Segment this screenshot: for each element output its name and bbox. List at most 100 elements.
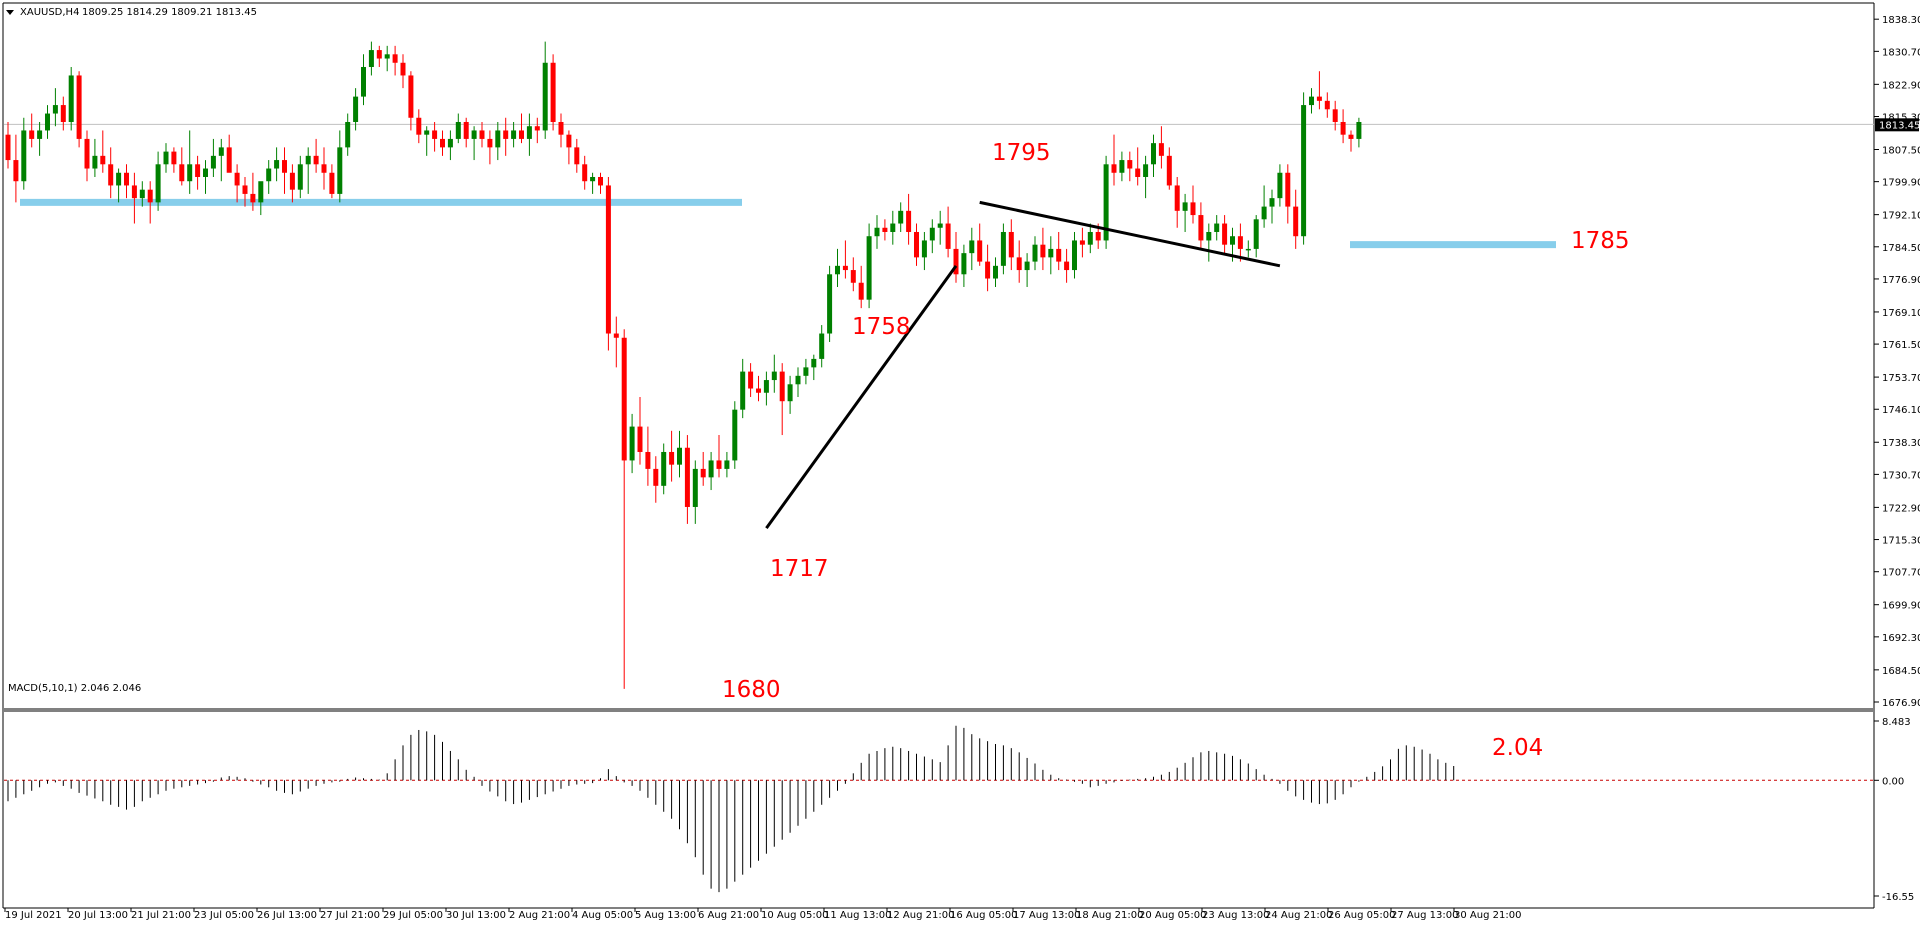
- candle: [242, 176, 248, 207]
- candle: [1087, 223, 1093, 254]
- candle: [195, 155, 201, 190]
- candle-body: [13, 160, 19, 182]
- candle: [416, 109, 422, 144]
- candle-body: [1024, 261, 1030, 271]
- candle: [218, 138, 224, 182]
- candle-body: [921, 240, 927, 258]
- candle-body: [384, 54, 390, 59]
- candle-body: [345, 121, 351, 148]
- candle: [1277, 164, 1283, 207]
- candle: [329, 164, 335, 199]
- candle: [163, 143, 169, 173]
- candle: [116, 168, 122, 203]
- candle-body: [866, 236, 872, 300]
- macd-pane: [4, 725, 1874, 893]
- candle: [692, 460, 698, 524]
- candle-body: [5, 134, 11, 161]
- candle-body: [550, 62, 556, 122]
- candle: [645, 426, 651, 486]
- candle-body: [542, 62, 548, 131]
- candle-body: [289, 172, 295, 190]
- candle: [771, 354, 777, 393]
- candle-body: [440, 138, 445, 148]
- candle-body: [479, 130, 485, 139]
- macd-axis: 8.483 0.00 -16.55: [1874, 717, 1914, 903]
- candle: [969, 227, 975, 271]
- candle: [376, 45, 382, 67]
- candle-body: [1040, 244, 1046, 258]
- candle: [1174, 176, 1180, 228]
- candle: [882, 219, 888, 241]
- candle-body: [1332, 109, 1338, 122]
- candle: [5, 121, 11, 169]
- candle: [1056, 231, 1062, 271]
- candle-body: [1230, 236, 1235, 245]
- candle-body: [1119, 160, 1125, 173]
- candle-body: [1301, 105, 1307, 237]
- candle-body: [1182, 202, 1188, 211]
- downtrend-line[interactable]: [979, 200, 1281, 268]
- macd-tick-label: 8.483: [1882, 717, 1911, 728]
- price-tick-label: 1761.50: [1882, 340, 1920, 351]
- candle: [827, 265, 833, 342]
- candle-body: [716, 460, 722, 469]
- candle: [234, 164, 240, 203]
- candle-body: [471, 130, 477, 139]
- candle-body: [321, 164, 327, 173]
- candle-body: [1143, 164, 1149, 177]
- candle-body: [274, 160, 280, 169]
- candle: [1151, 134, 1156, 177]
- candle: [361, 54, 366, 106]
- candle: [740, 358, 746, 419]
- candle: [108, 147, 114, 199]
- candle: [795, 367, 801, 397]
- candle-body: [503, 130, 509, 139]
- price-tick-label: 1799.90: [1882, 178, 1920, 189]
- candle: [558, 113, 564, 148]
- candle: [1340, 109, 1346, 144]
- candle: [392, 45, 398, 76]
- candle: [961, 244, 967, 287]
- time-tick-label: 24 Aug 21:00: [1265, 910, 1332, 921]
- candle-body: [361, 66, 366, 97]
- annotation-1680: 1680: [722, 677, 781, 703]
- candle: [408, 71, 414, 131]
- candle-body: [266, 168, 272, 182]
- candle-body: [692, 468, 698, 507]
- candle-body: [250, 193, 256, 203]
- candle-body: [953, 248, 959, 275]
- candle: [52, 88, 58, 127]
- candle: [890, 210, 896, 245]
- time-tick-label: 23 Jul 05:00: [194, 910, 254, 921]
- uptrend-line[interactable]: [765, 264, 958, 530]
- candle-body: [740, 371, 746, 410]
- candle-body: [1316, 96, 1322, 101]
- candle: [756, 375, 761, 402]
- dropdown-arrow-icon[interactable]: [6, 10, 14, 15]
- candle-body: [558, 121, 564, 135]
- candle-body: [1135, 168, 1141, 177]
- price-tick-label: 1715.30: [1882, 536, 1920, 547]
- candle-body: [1166, 155, 1172, 186]
- candle-body: [1237, 236, 1243, 249]
- candle: [1016, 240, 1022, 283]
- price-tick-label: 1746.10: [1882, 405, 1920, 416]
- candle: [503, 117, 509, 156]
- candle-body: [108, 164, 114, 186]
- candle-body: [455, 121, 461, 139]
- candle-body: [835, 265, 840, 275]
- candle-body: [519, 130, 524, 139]
- candle-body: [139, 189, 145, 199]
- candle: [84, 130, 90, 182]
- price-tick-label: 1807.50: [1882, 145, 1920, 156]
- candle: [1000, 223, 1006, 275]
- candle-body: [811, 358, 817, 368]
- price-tick-label: 1776.90: [1882, 275, 1920, 286]
- candle-body: [850, 270, 856, 283]
- candle-body: [495, 130, 501, 148]
- candle: [321, 147, 327, 190]
- pane-separator[interactable]: [3, 708, 1874, 712]
- candle: [487, 130, 493, 165]
- candle: [1285, 164, 1291, 224]
